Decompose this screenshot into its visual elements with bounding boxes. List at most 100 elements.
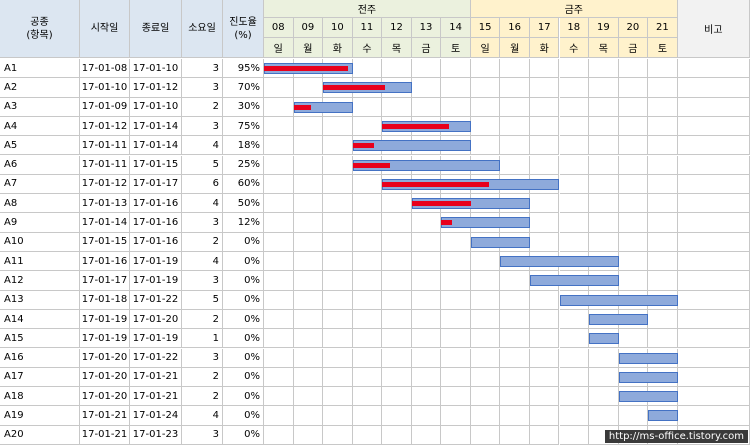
gantt-day-cell[interactable]	[529, 213, 560, 233]
gantt-day-cell[interactable]	[352, 425, 383, 445]
remark-cell[interactable]	[677, 97, 750, 117]
task-start-cell[interactable]: 17-01-11	[80, 136, 130, 156]
remark-cell[interactable]	[677, 155, 750, 175]
header-progress[interactable]: 진도율 (%)	[223, 0, 264, 58]
gantt-day-cell[interactable]	[470, 116, 501, 137]
header-start[interactable]: 시작일	[80, 0, 130, 58]
header-duration[interactable]: 소요일	[182, 0, 223, 58]
gantt-day-cell[interactable]	[382, 232, 412, 252]
gantt-day-cell[interactable]	[264, 155, 294, 175]
task-name-cell[interactable]: A11	[0, 252, 80, 272]
gantt-day-cell[interactable]	[441, 387, 471, 407]
gantt-day-cell[interactable]	[352, 213, 383, 233]
task-start-cell[interactable]: 17-01-16	[80, 252, 130, 272]
header-remark[interactable]: 비고	[677, 0, 750, 58]
gantt-day-cell[interactable]	[264, 97, 294, 117]
gantt-day-cell[interactable]	[441, 252, 471, 272]
gantt-day-cell[interactable]	[293, 425, 324, 445]
task-duration-cell[interactable]: 3	[182, 116, 223, 137]
gantt-day-cell[interactable]	[618, 271, 649, 291]
gantt-day-cell[interactable]	[352, 174, 383, 195]
gantt-day-cell[interactable]	[382, 387, 412, 407]
gantt-day-cell[interactable]	[441, 97, 471, 117]
header-dow-14[interactable]: 토	[441, 38, 471, 58]
task-start-cell[interactable]: 17-01-20	[80, 348, 130, 368]
remark-cell[interactable]	[677, 59, 750, 79]
gantt-day-cell[interactable]	[323, 309, 353, 330]
gantt-day-cell[interactable]	[293, 387, 324, 407]
gantt-day-cell[interactable]	[264, 329, 294, 349]
task-duration-cell[interactable]: 3	[182, 213, 223, 233]
gantt-day-cell[interactable]	[648, 232, 678, 252]
gantt-day-cell[interactable]	[529, 59, 560, 79]
task-progress-cell[interactable]: 0%	[223, 271, 264, 291]
remark-cell[interactable]	[677, 309, 750, 330]
task-duration-cell[interactable]: 3	[182, 348, 223, 368]
gantt-day-cell[interactable]	[618, 194, 649, 214]
task-name-cell[interactable]: A6	[0, 155, 80, 175]
task-name-cell[interactable]: A18	[0, 387, 80, 407]
gantt-day-cell[interactable]	[618, 116, 649, 137]
task-progress-cell[interactable]: 0%	[223, 367, 264, 388]
gantt-day-cell[interactable]	[411, 252, 442, 272]
gantt-day-cell[interactable]	[411, 329, 442, 349]
gantt-day-cell[interactable]	[589, 232, 619, 252]
task-start-cell[interactable]: 17-01-08	[80, 59, 130, 79]
gantt-day-cell[interactable]	[559, 194, 590, 214]
gantt-day-cell[interactable]	[264, 252, 294, 272]
gantt-day-cell[interactable]	[352, 252, 383, 272]
header-dow-19[interactable]: 목	[589, 38, 619, 58]
gantt-day-cell[interactable]	[411, 213, 442, 233]
gantt-day-cell[interactable]	[323, 116, 353, 137]
header-day-15[interactable]: 15	[470, 18, 501, 38]
gantt-day-cell[interactable]	[589, 213, 619, 233]
gantt-day-cell[interactable]	[352, 367, 383, 388]
task-start-cell[interactable]: 17-01-15	[80, 232, 130, 252]
task-duration-cell[interactable]: 1	[182, 329, 223, 349]
gantt-day-cell[interactable]	[618, 252, 649, 272]
gantt-day-cell[interactable]	[352, 290, 383, 310]
task-progress-cell[interactable]: 0%	[223, 406, 264, 426]
task-end-cell[interactable]: 17-01-10	[130, 59, 182, 79]
header-dow-12[interactable]: 목	[382, 38, 412, 58]
remark-cell[interactable]	[677, 194, 750, 214]
gantt-day-cell[interactable]	[352, 387, 383, 407]
gantt-day-cell[interactable]	[352, 59, 383, 79]
task-name-cell[interactable]: A4	[0, 116, 80, 137]
gantt-day-cell[interactable]	[441, 59, 471, 79]
gantt-day-cell[interactable]	[264, 174, 294, 195]
task-duration-cell[interactable]: 6	[182, 174, 223, 195]
header-day-08[interactable]: 08	[264, 18, 294, 38]
gantt-day-cell[interactable]	[352, 348, 383, 368]
header-dow-13[interactable]: 금	[411, 38, 442, 58]
gantt-day-cell[interactable]	[323, 387, 353, 407]
remark-cell[interactable]	[677, 232, 750, 252]
task-name-cell[interactable]: A2	[0, 78, 80, 98]
gantt-day-cell[interactable]	[352, 271, 383, 291]
gantt-day-cell[interactable]	[382, 367, 412, 388]
gantt-day-cell[interactable]	[264, 271, 294, 291]
gantt-day-cell[interactable]	[618, 78, 649, 98]
gantt-day-cell[interactable]	[323, 174, 353, 195]
gantt-day-cell[interactable]	[470, 425, 501, 445]
gantt-day-cell[interactable]	[500, 136, 530, 156]
gantt-day-cell[interactable]	[618, 329, 649, 349]
header-dow-11[interactable]: 수	[352, 38, 383, 58]
header-week-current[interactable]: 금주	[470, 0, 678, 18]
gantt-day-cell[interactable]	[500, 116, 530, 137]
gantt-day-cell[interactable]	[648, 136, 678, 156]
gantt-day-cell[interactable]	[500, 367, 530, 388]
header-day-14[interactable]: 14	[441, 18, 471, 38]
gantt-day-cell[interactable]	[529, 309, 560, 330]
gantt-day-cell[interactable]	[618, 59, 649, 79]
gantt-day-cell[interactable]	[618, 232, 649, 252]
gantt-day-cell[interactable]	[441, 425, 471, 445]
gantt-day-cell[interactable]	[470, 136, 501, 156]
gantt-day-cell[interactable]	[589, 97, 619, 117]
task-start-cell[interactable]: 17-01-19	[80, 309, 130, 330]
task-name-cell[interactable]: A14	[0, 309, 80, 330]
task-end-cell[interactable]: 17-01-20	[130, 309, 182, 330]
gantt-day-cell[interactable]	[559, 78, 590, 98]
task-progress-cell[interactable]: 0%	[223, 252, 264, 272]
task-start-cell[interactable]: 17-01-20	[80, 387, 130, 407]
